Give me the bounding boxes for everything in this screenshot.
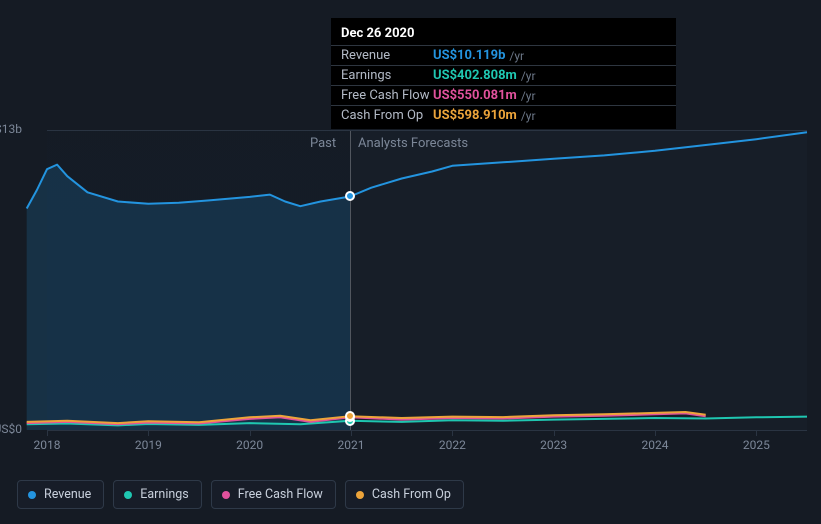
legend-dot-icon [28, 491, 36, 499]
x-axis-tick-label: 2019 [135, 438, 162, 452]
tooltip-date: Dec 26 2020 [331, 26, 676, 45]
tooltip-rows: RevenueUS$10.119b/yrEarningsUS$402.808m/… [331, 45, 676, 125]
x-axis-tick [351, 430, 352, 436]
x-axis-tick [452, 430, 453, 436]
y-axis-tick-label: US$0 [0, 422, 22, 436]
legend-dot-icon [356, 491, 364, 499]
tooltip-row-label: Revenue [341, 48, 433, 63]
tooltip-row-value: US$598.910m [433, 108, 517, 123]
x-axis-tick [554, 430, 555, 436]
hover-dot-cfo [345, 411, 355, 421]
x-axis-tick [250, 430, 251, 436]
legend: Revenue Earnings Free Cash Flow Cash From O… [17, 480, 464, 509]
legend-item-label: Revenue [44, 487, 91, 502]
legend-item[interactable]: Earnings [113, 480, 201, 509]
chart-tooltip: Dec 26 2020 RevenueUS$10.119b/yrEarnings… [331, 18, 676, 129]
legend-item-label: Cash From Op [372, 487, 451, 502]
tooltip-row: RevenueUS$10.119b/yr [331, 45, 676, 65]
y-axis-tick-label: US$13b [0, 122, 22, 136]
tooltip-row-unit: /yr [521, 109, 536, 123]
x-axis-tick-label: 2018 [34, 438, 61, 452]
tooltip-row-unit: /yr [521, 89, 536, 103]
legend-item[interactable]: Revenue [17, 480, 104, 509]
y-gridline [47, 430, 807, 431]
legend-dot-icon [222, 491, 230, 499]
series-area-revenue [27, 165, 350, 430]
x-axis-labels: 20182019202020212022202320242025 [47, 438, 807, 458]
tooltip-row-unit: /yr [509, 49, 524, 63]
x-axis-tick-label: 2021 [338, 438, 365, 452]
x-axis-tick-label: 2024 [642, 438, 669, 452]
tooltip-row-value: US$10.119b [433, 48, 505, 63]
plot-area[interactable] [47, 130, 807, 430]
x-axis-tick-label: 2023 [540, 438, 567, 452]
x-axis-tick-label: 2020 [236, 438, 263, 452]
tooltip-row: Free Cash FlowUS$550.081m/yr [331, 85, 676, 105]
x-axis-tick [655, 430, 656, 436]
legend-item[interactable]: Cash From Op [345, 480, 464, 509]
legend-dot-icon [124, 491, 132, 499]
y-gridline [47, 130, 807, 131]
legend-item-label: Earnings [140, 487, 188, 502]
tooltip-row-value: US$402.808m [433, 68, 517, 83]
series-line-revenue [27, 132, 807, 208]
tooltip-row: Cash From OpUS$598.910m/yr [331, 105, 676, 125]
tooltip-row: EarningsUS$402.808m/yr [331, 65, 676, 85]
tooltip-row-unit: /yr [521, 69, 536, 83]
tooltip-row-label: Free Cash Flow [341, 88, 433, 103]
x-axis-tick-label: 2022 [439, 438, 466, 452]
legend-item[interactable]: Free Cash Flow [211, 480, 336, 509]
tooltip-row-label: Earnings [341, 68, 433, 83]
x-axis-tick-label: 2025 [743, 438, 770, 452]
hover-dot-revenue [345, 191, 355, 201]
chart-svg [47, 130, 807, 430]
tooltip-row-value: US$550.081m [433, 88, 517, 103]
x-axis-tick [148, 430, 149, 436]
x-axis-tick [756, 430, 757, 436]
tooltip-row-label: Cash From Op [341, 108, 433, 123]
earnings-revenue-chart: Past Analysts Forecasts US$13bUS$0 20182… [17, 120, 807, 470]
x-axis-tick [47, 430, 48, 436]
legend-item-label: Free Cash Flow [238, 487, 323, 502]
